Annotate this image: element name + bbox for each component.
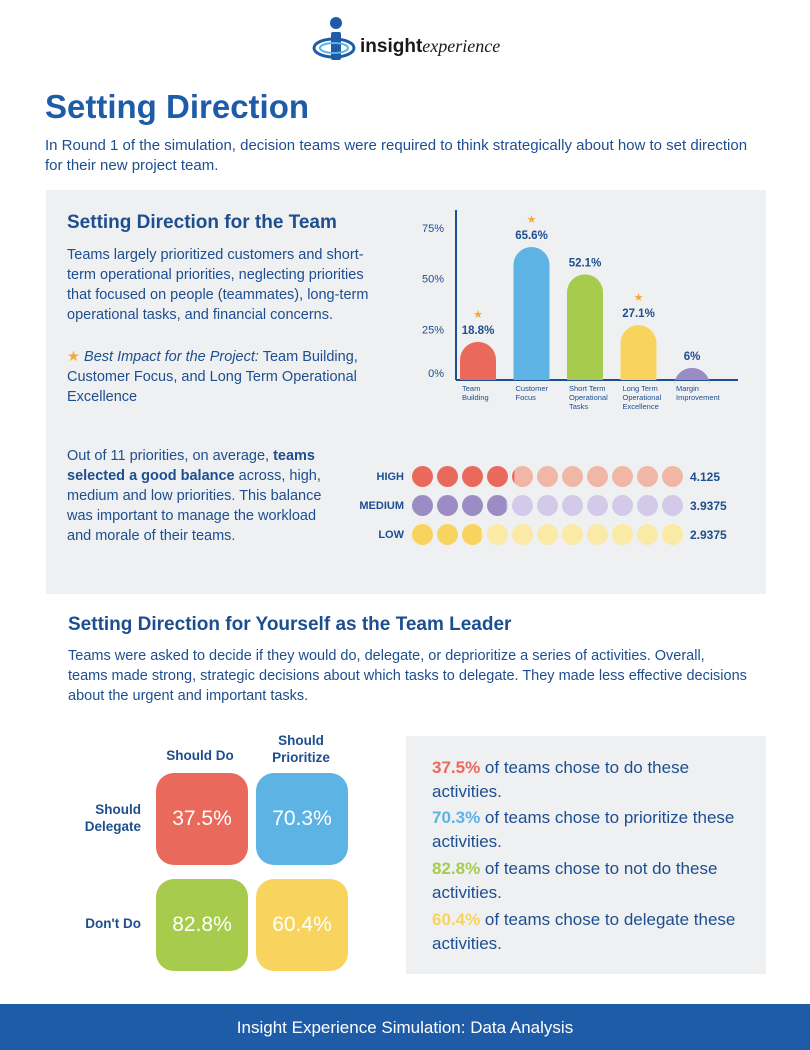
y-tick-label: 0% bbox=[428, 368, 444, 380]
priority-dot bbox=[437, 524, 458, 545]
priority-dot bbox=[662, 495, 683, 516]
balance-emphasis: teams selected a good balance bbox=[67, 448, 315, 484]
bar bbox=[567, 274, 603, 380]
brand-logo: insightexperience bbox=[312, 16, 512, 66]
priority-dot bbox=[487, 524, 508, 545]
logo-wordmark: insightexperience bbox=[360, 36, 501, 57]
priority-dot bbox=[537, 524, 558, 545]
priority-dot bbox=[487, 466, 508, 487]
star-icon: ★ bbox=[473, 309, 483, 321]
priority-bar-chart: 0% 25% 50% 75% 18.8% ★ Team Building 65.6% ★ Custo… bbox=[422, 210, 738, 411]
bar-value-label: 6% bbox=[684, 351, 701, 363]
bar-value-label: 65.6% bbox=[515, 230, 548, 242]
priority-dot bbox=[537, 495, 558, 516]
balance-row-value: 2.9375 bbox=[690, 528, 727, 542]
balance-row-label: HIGH bbox=[376, 471, 405, 483]
bar-value-label: 18.8% bbox=[462, 325, 495, 337]
bar-value-label: 52.1% bbox=[569, 257, 602, 269]
tile-not-do: 82.8% bbox=[156, 879, 248, 971]
logo-mark-icon bbox=[312, 17, 356, 60]
y-tick-label: 50% bbox=[422, 274, 444, 286]
y-tick-label: 75% bbox=[422, 223, 444, 235]
bar-value-label: 27.1% bbox=[622, 308, 655, 320]
priority-dot bbox=[637, 495, 658, 516]
priority-dot bbox=[412, 524, 433, 545]
priority-dot bbox=[637, 466, 658, 487]
priority-dot bbox=[462, 495, 483, 516]
summary-item-not-do: 82.8% of teams chose to not do these act… bbox=[432, 859, 718, 902]
col-header-should-prioritize: Should Prioritize bbox=[272, 733, 330, 765]
balance-row-high: HIGH 4.125 bbox=[340, 466, 760, 488]
team-section-title: Setting Direction for the Team bbox=[67, 212, 337, 233]
y-tick-label: 25% bbox=[422, 324, 444, 336]
bar bbox=[674, 367, 710, 386]
tile-prioritize: 70.3% bbox=[256, 773, 348, 865]
balance-row-label: MEDIUM bbox=[359, 500, 404, 512]
priority-dot bbox=[487, 495, 508, 516]
priority-dot bbox=[562, 466, 583, 487]
best-impact-note: ★ Best Impact for the Project: Team Buil… bbox=[67, 347, 387, 407]
balance-row-label: LOW bbox=[378, 529, 404, 541]
priority-dot bbox=[462, 466, 483, 487]
leader-section-paragraph: Teams were asked to decide if they would… bbox=[68, 648, 747, 704]
priority-dot bbox=[537, 466, 558, 487]
star-icon: ★ bbox=[527, 214, 537, 226]
priority-dot bbox=[637, 524, 658, 545]
intro-text: In Round 1 of the simulation, decision t… bbox=[45, 137, 748, 174]
team-section-paragraph: Teams largely prioritized customers and … bbox=[67, 247, 369, 323]
bar bbox=[460, 341, 496, 380]
priority-dot bbox=[437, 495, 458, 516]
priority-dot bbox=[437, 466, 458, 487]
balance-row-medium: MEDIUM 3.9375 bbox=[340, 495, 760, 517]
summary-panel: 37.5% of teams chose to do these activit… bbox=[406, 736, 766, 974]
priority-balance-dots: HIGH 4.125 MEDIUM 3.9375 LOW 2.9375 bbox=[340, 466, 760, 556]
category-label: Margin Improvement bbox=[676, 384, 721, 402]
priority-dot bbox=[412, 466, 433, 487]
summary-item-prioritize: 70.3% of teams chose to prioritize these… bbox=[432, 808, 735, 851]
category-label: Long Term Operational Excellence bbox=[623, 384, 662, 411]
col-header-should-do: Should Do bbox=[166, 748, 234, 763]
row-header-dont-do: Don't Do bbox=[85, 916, 141, 931]
balance-paragraph: Out of 11 priorities, on average, teams … bbox=[67, 448, 322, 544]
category-label: Team Building bbox=[462, 384, 489, 402]
page-title: Setting Direction bbox=[45, 88, 310, 125]
priority-dot bbox=[587, 495, 608, 516]
balance-row-value: 3.9375 bbox=[690, 499, 727, 513]
priority-dot bbox=[612, 466, 633, 487]
priority-dot bbox=[512, 495, 533, 516]
category-label: Customer Focus bbox=[516, 384, 549, 402]
balance-row-low: LOW 2.9375 bbox=[340, 524, 760, 546]
row-header-should-delegate: Should Delegate bbox=[84, 802, 141, 834]
priority-dot bbox=[612, 524, 633, 545]
priority-dot bbox=[462, 524, 483, 545]
bar bbox=[620, 325, 657, 380]
balance-row-value: 4.125 bbox=[690, 470, 721, 484]
priority-dot bbox=[562, 495, 583, 516]
priority-dot bbox=[512, 524, 533, 545]
priority-dot bbox=[612, 495, 633, 516]
priority-dot bbox=[587, 524, 608, 545]
star-icon: ★ bbox=[634, 292, 644, 304]
best-impact-label: Best Impact for the Project: bbox=[84, 349, 259, 365]
summary-item-do: 37.5% of teams chose to do these activit… bbox=[432, 758, 690, 801]
tile-delegate: 60.4% bbox=[256, 879, 348, 971]
category-label: Short Term Operational Tasks bbox=[569, 384, 608, 411]
priority-dot bbox=[587, 466, 608, 487]
priority-dot bbox=[662, 524, 683, 545]
priority-dot bbox=[512, 466, 533, 487]
tile-do: 37.5% bbox=[156, 773, 248, 865]
footer-bar: Insight Experience Simulation: Data Anal… bbox=[0, 1004, 810, 1050]
leader-section-title: Setting Direction for Yourself as the Te… bbox=[68, 614, 512, 635]
star-icon: ★ bbox=[67, 349, 80, 365]
bar bbox=[513, 247, 550, 380]
priority-dot bbox=[662, 466, 683, 487]
priority-dot bbox=[412, 495, 433, 516]
best-impact-text: Team Building, Customer Focus, and Long … bbox=[67, 349, 358, 405]
summary-item-delegate: 60.4% of teams chose to delegate these a… bbox=[432, 910, 736, 953]
priority-dot bbox=[562, 524, 583, 545]
